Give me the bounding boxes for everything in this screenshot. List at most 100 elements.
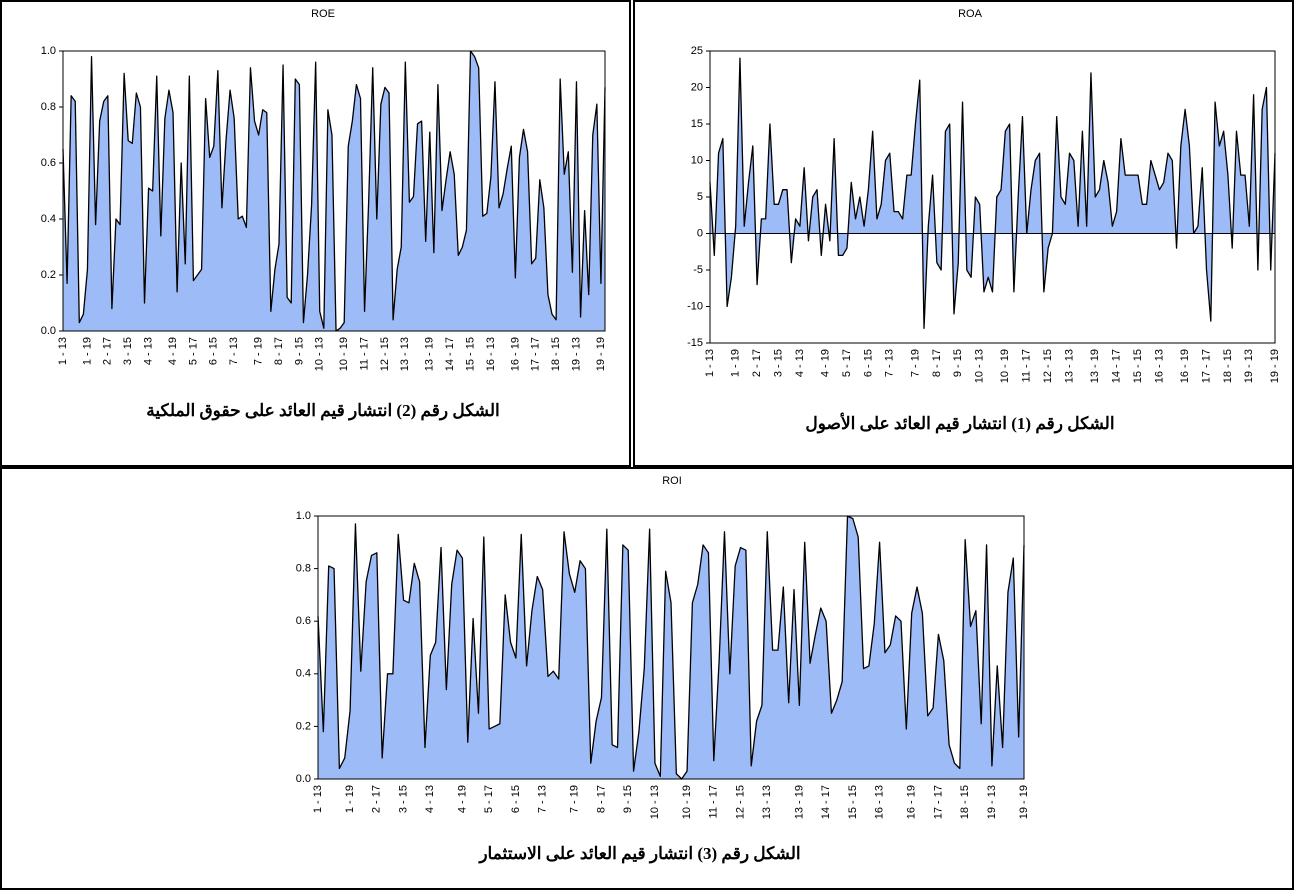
x-tick-label: 12 - 15 bbox=[379, 337, 391, 371]
x-tick-label: 18 - 15 bbox=[550, 337, 562, 371]
x-tick-label: 6 - 15 bbox=[510, 785, 522, 813]
x-tick-label: 16 - 13 bbox=[873, 785, 885, 819]
x-tick-label: 16 - 19 bbox=[1179, 349, 1191, 383]
plot-frame bbox=[317, 515, 1025, 780]
x-tick-label: 13 - 19 bbox=[424, 337, 436, 371]
x-tick-label: 8 - 17 bbox=[273, 337, 285, 365]
x-tick-label: 3 - 15 bbox=[397, 785, 409, 813]
x-tick-label: 15 - 15 bbox=[847, 785, 859, 819]
x-tick-label: 5 - 17 bbox=[187, 337, 199, 365]
x-tick-label: 15 - 15 bbox=[464, 337, 476, 371]
x-tick-label: 1 - 19 bbox=[730, 349, 742, 377]
x-tick-label: 1 - 13 bbox=[312, 785, 324, 813]
x-tick-label: 13 - 13 bbox=[399, 337, 411, 371]
x-tick-label: 16 - 19 bbox=[509, 337, 521, 371]
y-tick-label: 0.8 bbox=[296, 563, 311, 575]
x-tick-label: 16 - 13 bbox=[485, 337, 497, 371]
chart-caption: الشكل رقم (3) انتشار قيم العائد على الاس… bbox=[477, 844, 800, 864]
x-tick-label: 7 - 19 bbox=[909, 349, 921, 377]
x-tick-label: 17 - 17 bbox=[1200, 349, 1212, 383]
x-tick-label: 13 - 13 bbox=[761, 785, 773, 819]
x-tick-label: 1 - 19 bbox=[81, 337, 93, 365]
y-tick-label: -15 bbox=[687, 337, 703, 349]
y-tick-label: 0.2 bbox=[41, 269, 56, 281]
x-tick-label: 14 - 17 bbox=[444, 337, 456, 371]
x-tick-label: 11 - 17 bbox=[708, 785, 720, 818]
x-tick-label: 10 - 13 bbox=[974, 349, 986, 383]
y-tick-label: 0 bbox=[697, 227, 703, 239]
y-tick-label: -5 bbox=[693, 264, 703, 276]
y-tick-label: 0.6 bbox=[296, 615, 311, 627]
y-tick-label: 1.0 bbox=[41, 45, 56, 57]
chart-caption: الشكل رقم (2) انتشار قيم العائد على حقوق… bbox=[146, 401, 499, 421]
x-tick-label: 7 - 13 bbox=[884, 349, 896, 377]
x-tick-label: 6 - 15 bbox=[862, 349, 874, 377]
x-tick-label: 5 - 17 bbox=[841, 349, 853, 377]
panel-frame bbox=[633, 0, 1294, 467]
x-tick-label: 14 - 17 bbox=[820, 785, 832, 819]
x-tick-label: 9 - 15 bbox=[622, 785, 634, 813]
y-tick-label: 1.0 bbox=[296, 510, 311, 522]
line bbox=[62, 50, 606, 332]
x-tick-label: 3 - 15 bbox=[772, 349, 784, 377]
chart-title: ROI bbox=[662, 475, 682, 487]
x-tick-label: 1 - 13 bbox=[57, 337, 69, 365]
x-tick-label: 9 - 15 bbox=[293, 337, 305, 365]
y-tick-label: 0.8 bbox=[41, 101, 56, 113]
x-tick-label: 1 - 13 bbox=[704, 349, 716, 377]
area-fill bbox=[318, 516, 1024, 779]
x-tick-label: 16 - 13 bbox=[1153, 349, 1165, 383]
x-tick-label: 4 - 19 bbox=[456, 785, 468, 813]
x-tick-label: 19 - 13 bbox=[1243, 349, 1255, 383]
y-tick-label: 0.2 bbox=[296, 720, 311, 732]
line bbox=[709, 57, 1276, 330]
x-tick-label: 18 - 15 bbox=[1222, 349, 1234, 383]
x-tick-label: 7 - 13 bbox=[228, 337, 240, 365]
x-tick-label: 2 - 17 bbox=[751, 349, 763, 377]
x-tick-label: 4 - 19 bbox=[167, 337, 179, 365]
x-tick-label: 2 - 17 bbox=[102, 337, 114, 365]
y-tick-label: -10 bbox=[687, 300, 703, 312]
x-tick-label: 3 - 15 bbox=[122, 337, 134, 365]
x-tick-label: 13 - 13 bbox=[1063, 349, 1075, 383]
x-tick-label: 12 - 15 bbox=[1042, 349, 1054, 383]
x-tick-label: 16 - 19 bbox=[906, 785, 918, 819]
y-tick-label: 25 bbox=[691, 45, 703, 57]
area-fill bbox=[710, 58, 1275, 329]
x-tick-label: 12 - 15 bbox=[734, 785, 746, 819]
chart-caption: الشكل رقم (1) انتشار قيم العائد على الأص… bbox=[805, 412, 1114, 434]
x-tick-label: 4 - 13 bbox=[142, 337, 154, 365]
x-tick-label: 15 - 15 bbox=[1132, 349, 1144, 383]
y-tick-label: 5 bbox=[697, 191, 703, 203]
x-tick-label: 11 - 17 bbox=[358, 337, 370, 370]
x-tick-label: 19 - 13 bbox=[570, 337, 582, 371]
x-tick-label: 19 - 19 bbox=[1018, 785, 1030, 819]
x-tick-label: 7 - 19 bbox=[569, 785, 581, 813]
x-tick-label: 10 - 19 bbox=[681, 785, 693, 819]
x-tick-label: 7 - 19 bbox=[253, 337, 265, 365]
y-tick-label: 10 bbox=[691, 154, 703, 166]
x-tick-label: 10 - 19 bbox=[338, 337, 350, 371]
x-tick-label: 7 - 13 bbox=[537, 785, 549, 813]
plot-frame bbox=[62, 50, 606, 332]
x-tick-label: 19 - 19 bbox=[595, 337, 607, 371]
x-tick-label: 14 - 17 bbox=[1111, 349, 1123, 383]
x-tick-label: 11 - 17 bbox=[1021, 349, 1033, 382]
x-tick-label: 4 - 13 bbox=[424, 785, 436, 813]
y-tick-label: 0.0 bbox=[41, 325, 56, 337]
chart-title: ROA bbox=[958, 8, 983, 20]
x-tick-label: 1 - 19 bbox=[344, 785, 356, 813]
y-tick-label: 0.6 bbox=[41, 157, 56, 169]
x-tick-label: 17 - 17 bbox=[530, 337, 542, 371]
x-tick-label: 6 - 15 bbox=[208, 337, 220, 365]
x-tick-label: 5 - 17 bbox=[483, 785, 495, 813]
line bbox=[317, 515, 1025, 780]
x-tick-label: 19 - 13 bbox=[986, 785, 998, 819]
y-tick-label: 20 bbox=[691, 81, 703, 93]
y-tick-label: 0.4 bbox=[296, 668, 311, 680]
y-tick-label: 0.4 bbox=[41, 213, 56, 225]
panel-frame bbox=[0, 467, 1294, 890]
chart-title: ROE bbox=[311, 8, 335, 20]
